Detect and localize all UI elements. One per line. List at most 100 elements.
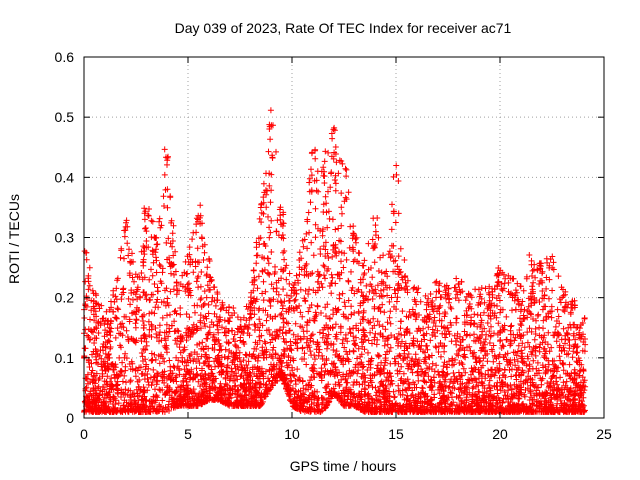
roti-point: [153, 392, 160, 399]
roti-point: [538, 277, 545, 284]
roti-point: [478, 364, 485, 371]
roti-point: [278, 369, 285, 376]
roti-point: [404, 392, 411, 399]
roti-point: [563, 329, 570, 336]
roti-point: [409, 306, 416, 313]
roti-point: [205, 329, 212, 336]
roti-point: [337, 325, 344, 331]
roti-point: [122, 350, 129, 357]
roti-point: [140, 243, 147, 250]
roti-point: [341, 344, 348, 351]
roti-point: [469, 385, 476, 392]
roti-point: [469, 403, 476, 410]
roti-point: [108, 304, 115, 311]
roti-point: [91, 340, 98, 346]
roti-point: [300, 328, 307, 335]
roti-point: [338, 376, 345, 383]
roti-point: [368, 283, 375, 290]
roti-point: [486, 402, 493, 409]
roti-point: [468, 371, 474, 378]
roti-point: [404, 354, 411, 361]
roti-point: [457, 333, 463, 340]
roti-point: [547, 392, 554, 399]
roti-point: [238, 362, 245, 368]
roti-point: [481, 338, 487, 345]
roti-point: [167, 370, 174, 377]
roti-point: [318, 280, 325, 287]
roti-point: [195, 378, 202, 385]
roti-point: [445, 328, 452, 335]
roti-point: [345, 189, 352, 196]
roti-point: [176, 344, 183, 351]
roti-point: [268, 187, 275, 194]
roti-point: [541, 303, 548, 310]
roti-point: [142, 225, 149, 231]
roti-point: [332, 151, 339, 157]
roti-point: [131, 397, 138, 404]
roti-point: [454, 403, 460, 409]
roti-point: [481, 385, 488, 392]
roti-point: [437, 378, 444, 385]
roti-point: [379, 323, 386, 330]
roti-point: [369, 384, 376, 391]
roti-point: [485, 312, 492, 319]
roti-point: [376, 293, 383, 300]
roti-point: [209, 377, 216, 384]
roti-point: [340, 264, 347, 271]
roti-point: [103, 308, 110, 315]
roti-point: [259, 268, 266, 275]
roti-point: [136, 377, 143, 383]
roti-point: [148, 323, 155, 330]
roti-point: [193, 229, 200, 236]
roti-point: [267, 199, 274, 206]
roti-point: [336, 275, 343, 282]
roti-point: [86, 336, 93, 343]
roti-point: [499, 383, 506, 390]
roti-point: [259, 322, 266, 329]
roti-point: [371, 322, 378, 329]
roti-point: [161, 171, 168, 178]
roti-point: [325, 188, 331, 195]
roti-point: [138, 270, 145, 276]
roti-point: [403, 313, 410, 320]
roti-point: [509, 366, 515, 373]
roti-point: [148, 350, 155, 357]
roti-point: [237, 373, 244, 380]
roti-point: [496, 374, 503, 381]
roti-point: [186, 244, 193, 251]
roti-point: [262, 307, 269, 314]
roti-point: [573, 350, 580, 356]
roti-point: [479, 328, 486, 335]
roti-point: [202, 371, 208, 378]
roti-point: [470, 383, 477, 390]
roti-point: [526, 343, 533, 350]
roti-point: [367, 364, 374, 371]
roti-point: [279, 305, 286, 312]
roti-point: [401, 257, 408, 263]
roti-point: [125, 252, 132, 259]
roti-point: [211, 284, 218, 291]
roti-point: [508, 386, 515, 393]
roti-point: [293, 304, 299, 310]
roti-point: [554, 381, 561, 388]
roti-point: [153, 257, 160, 264]
roti-point: [509, 407, 516, 414]
roti-point: [526, 365, 533, 372]
roti-point: [183, 371, 189, 378]
roti-point: [350, 337, 357, 344]
roti-point: [520, 287, 527, 294]
roti-point: [386, 374, 392, 381]
roti-point: [156, 360, 163, 367]
roti-point: [231, 331, 238, 338]
roti-point: [465, 404, 472, 411]
roti-point: [451, 385, 458, 392]
roti-point: [84, 332, 91, 339]
roti-point: [336, 271, 343, 278]
roti-point: [542, 350, 549, 357]
roti-point: [93, 359, 100, 366]
roti-point: [377, 383, 383, 390]
roti-point: [310, 361, 317, 368]
roti-point: [394, 367, 401, 374]
roti-point: [570, 330, 577, 337]
